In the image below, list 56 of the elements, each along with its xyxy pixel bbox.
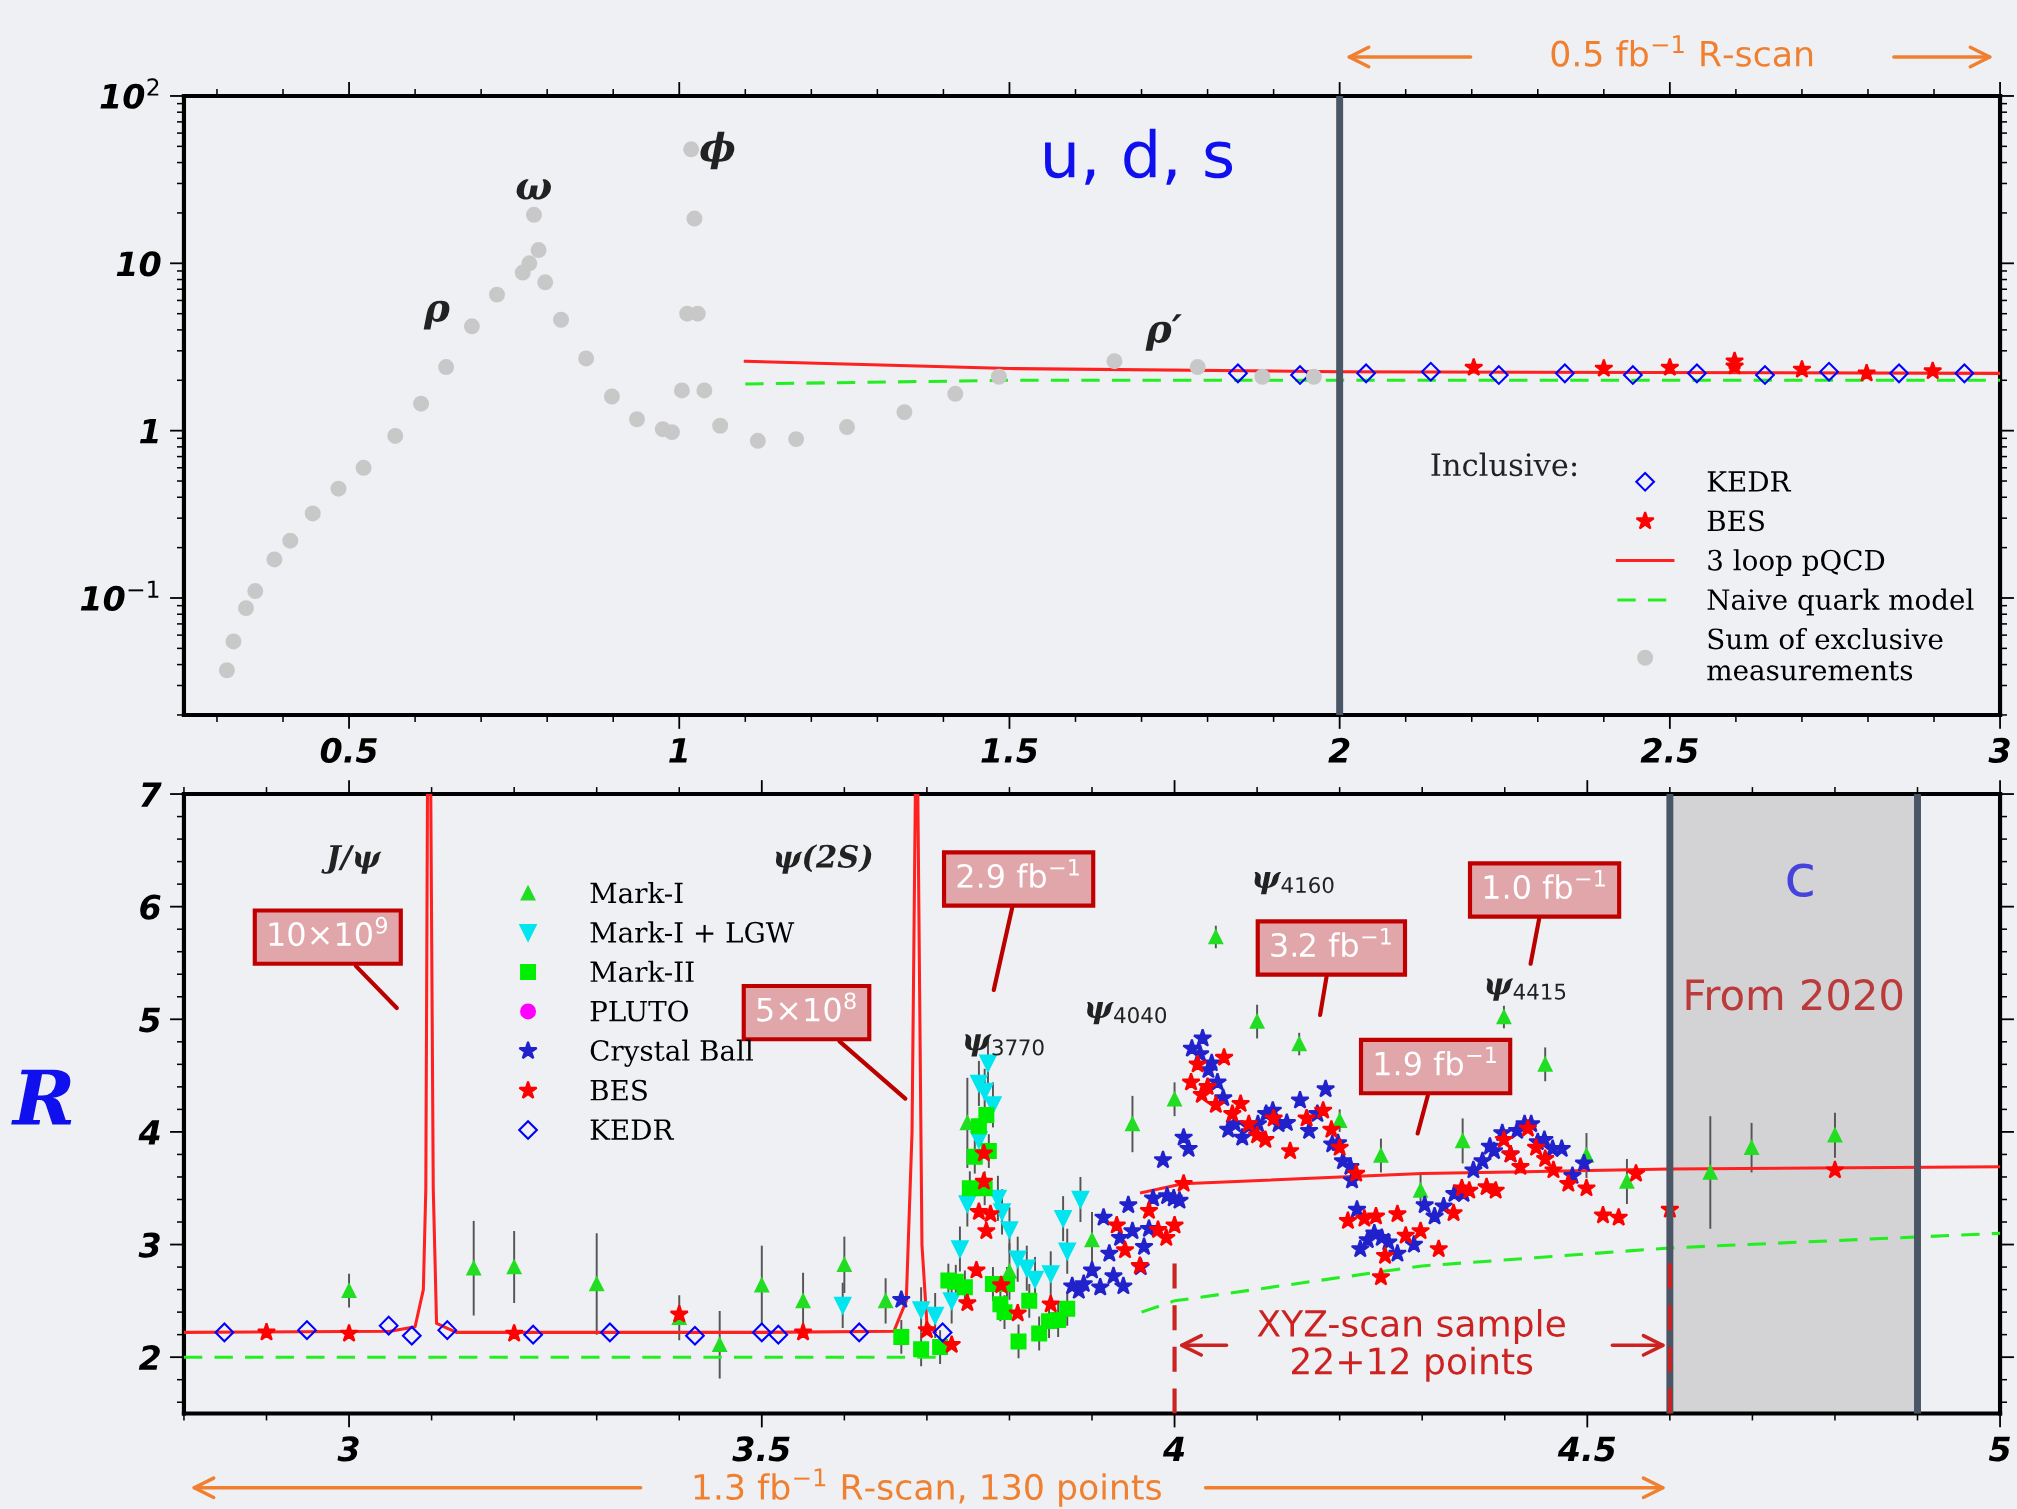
annotation: 1.0 fb$^{−1}$ [1484, 870, 1605, 900]
annotation: ρ′ [1145, 314, 1182, 351]
text: 0.5 fb$^{−1}$ R-scan [1551, 35, 1813, 67]
y-tick-label: 6 [140, 894, 161, 920]
annotation: XYZ-scan sample 22+12 points [1257, 1309, 1565, 1382]
y-tick-label: 7 [141, 782, 162, 807]
legend-label: Crystal Ball [590, 1039, 753, 1067]
legend-label: 3 loop pQCD [1708, 549, 1885, 577]
annotation: c [1787, 863, 1813, 898]
legend-label: Sum of exclusive measurements [1707, 627, 1943, 681]
x-tick-label: 0.5 [320, 737, 377, 763]
legend-label: BES [1707, 510, 1764, 532]
legend-label: Naive quark model [1707, 588, 1974, 616]
y-tick-label: 2 [138, 1345, 160, 1370]
y-tick-label: 10$^{−1}$ [80, 580, 159, 611]
x-tick-label: 3 [337, 1436, 359, 1462]
x-tick-label: 1 [669, 738, 687, 763]
legend-label: Mark-II [590, 960, 694, 983]
annotation: ψ$_{4415}$ [1486, 978, 1566, 1001]
y-tick-label: 4 [138, 1120, 160, 1145]
x-tick-label: 1.5 [981, 738, 1038, 763]
legend-label: Mark-I + LGW [590, 921, 795, 943]
x-tick-label: 4 [1162, 1436, 1185, 1462]
annotation: ρ [423, 300, 450, 330]
y-tick-label: 10$^{2}$ [100, 78, 159, 109]
x-tick-label: 2.5 [1640, 737, 1698, 763]
annotation: ψ$_{4160}$ [1254, 872, 1334, 895]
annotation: 2.9 fb$^{−1}$ [957, 859, 1079, 889]
text: 1.3 fb$^{−1}$ R-scan, 130 points [694, 1468, 1161, 1507]
y-tick-label: 3 [138, 1232, 160, 1258]
annotation: ψ$_{4040}$ [1087, 1002, 1167, 1025]
annotation: J/ψ [321, 845, 382, 874]
legend-label: BES [590, 1079, 647, 1101]
legend-label: Mark-I [590, 881, 683, 904]
x-tick-label: 5 [1988, 1436, 2010, 1462]
x-tick-label: 4.5 [1557, 1436, 1616, 1462]
annotation: 3.2 fb$^{−1}$ [1271, 928, 1391, 958]
y-tick-label: 10 [116, 251, 161, 277]
y-tick-label: 5 [138, 1007, 160, 1033]
annotation: 5×10$^{8}$ [757, 992, 856, 1022]
annotation: ψ(2S) [775, 844, 872, 874]
y-axis-title: R [11, 1069, 72, 1125]
annotation: ω [516, 179, 551, 200]
annotation: Inclusive: [1431, 452, 1577, 477]
annotation: u, d, s [1045, 128, 1233, 185]
legend-label: PLUTO [590, 1000, 688, 1022]
x-tick-label: 2 [1328, 737, 1350, 763]
annotation: 10×10$^{9}$ [269, 916, 387, 947]
y-tick-label: 1 [139, 419, 158, 444]
legend-label: KEDR [1707, 471, 1792, 492]
annotation: 1.9 fb$^{−1}$ [1375, 1046, 1496, 1076]
x-tick-label: 3 [1988, 737, 2010, 763]
legend-label: KEDR [590, 1119, 675, 1140]
band-label: From 2020 [1686, 979, 1903, 1011]
annotation: ϕ [700, 131, 735, 170]
x-tick-label: 3.5 [732, 1436, 790, 1462]
